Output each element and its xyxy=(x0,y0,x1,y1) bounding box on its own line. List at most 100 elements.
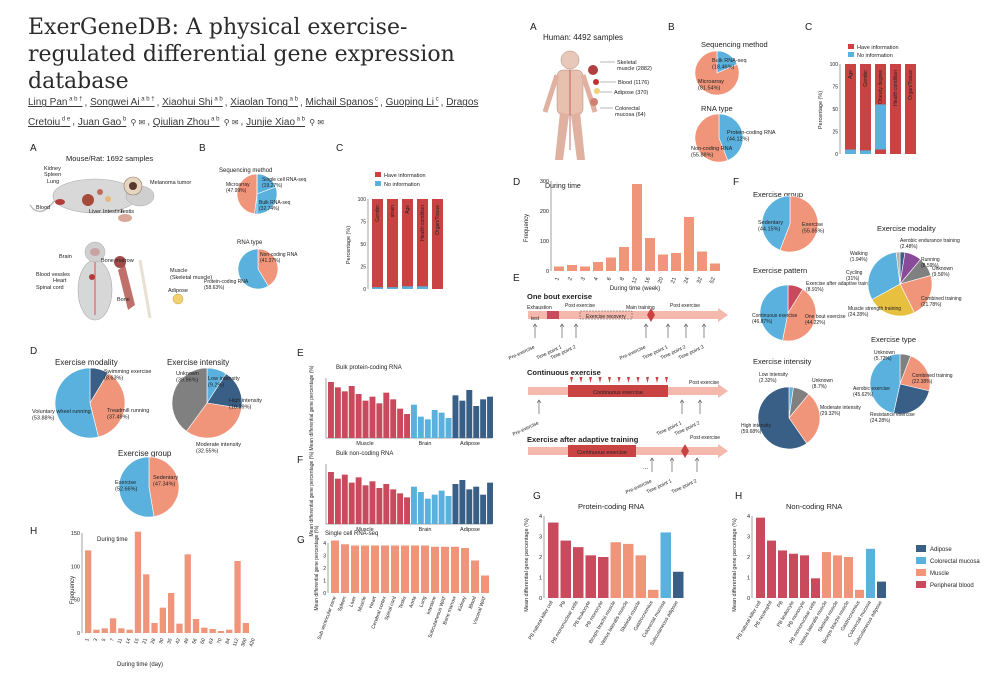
person-mail-icon[interactable]: ⚲ ✉ xyxy=(128,117,146,127)
f-int-mod-label: Moderate intensity xyxy=(820,405,861,411)
g-bar xyxy=(391,545,399,593)
mouse-heart-icon xyxy=(97,189,103,195)
h-cat-label: 11 xyxy=(117,637,124,644)
dense-bar xyxy=(390,399,397,438)
timepoint-label: Time point 2 xyxy=(671,478,699,495)
lbl-main: Main training xyxy=(626,305,655,311)
c-bar-label: Gender xyxy=(375,205,381,222)
rna-noncoding-label: Non-coding RNA xyxy=(260,252,298,258)
f-group-title: Exercise group xyxy=(753,190,803,199)
dense-bar xyxy=(411,486,417,524)
h-cat-label: 60 xyxy=(200,637,208,644)
modality-wheel-label-pct: (53.88%) xyxy=(32,416,54,422)
person-mail-icon[interactable]: ⚲ ✉ xyxy=(307,117,325,127)
big-bar xyxy=(560,540,571,598)
h-cat-label: 15 xyxy=(133,637,141,644)
panel-letter: D xyxy=(30,346,37,357)
f-pat-cont-label-pct: (46.87%) xyxy=(752,319,773,325)
lbl-post-2: Post exercise xyxy=(670,303,700,309)
seq-bulk-label: Bulk RNA-seq xyxy=(259,200,291,206)
big-bar xyxy=(635,555,646,598)
f-type-title: Exercise type xyxy=(871,335,916,344)
dense-bar xyxy=(459,480,466,524)
g-cat-label: Kidney xyxy=(457,595,468,612)
exercise-bout-icon xyxy=(579,377,583,383)
legend-swatch xyxy=(848,44,854,49)
rna-coding-label: Protein-coding RNA xyxy=(204,279,249,285)
author-name[interactable]: Michail Spanos c xyxy=(305,97,379,109)
f-group-ex-label-pct: (55.85%) xyxy=(802,229,824,235)
big-cat-label: PB natural killer cell xyxy=(528,600,555,641)
timepoint-arrow-icon xyxy=(701,323,707,328)
big-bar xyxy=(811,578,820,598)
modality-wheel-label: Voluntary wheel running xyxy=(32,409,91,415)
legend-have-label: Have information xyxy=(384,173,426,179)
dense-bar xyxy=(334,387,341,438)
big-bar xyxy=(623,543,634,598)
r-c-bar-label: Health condition xyxy=(893,70,899,106)
r-d-bar xyxy=(671,253,681,271)
r-microarray-label: Microarray xyxy=(698,79,724,85)
f-mod-unknown-label: Unknown xyxy=(932,266,953,272)
rna-coding-label-pct: (58.63%) xyxy=(204,285,225,291)
lbl-post-1: Post exercise xyxy=(565,303,595,309)
author-name[interactable]: Xiaohui Shi a b xyxy=(162,97,223,109)
f-type-pie-slice xyxy=(899,355,931,392)
f-type-combined-label: Combined training xyxy=(912,373,953,379)
author-name[interactable]: Ling Pan a b † xyxy=(28,97,83,109)
author-name[interactable]: Qiulian Zhou a b xyxy=(152,116,220,128)
person-mail-icon[interactable]: ⚲ ✉ xyxy=(221,117,239,127)
g-cat-label: Spleen xyxy=(337,595,348,612)
author-affiliation: a b xyxy=(295,116,306,123)
f-pat-onebout-label: One bout exercise xyxy=(805,314,846,320)
h-ytick: 150 xyxy=(71,531,80,537)
big-ylabel: Mean differential gene percentage (%) xyxy=(524,518,530,612)
author-name[interactable]: Dragos Cretoiu d e xyxy=(28,97,479,128)
r-d-cat-label: 4 xyxy=(593,277,600,282)
dense-bar xyxy=(438,412,445,438)
author-name[interactable]: Junjie Xiao a b xyxy=(246,116,306,128)
r-d-cat-label: 16 xyxy=(644,277,652,285)
big-ytick: 1 xyxy=(539,576,542,582)
timepoint-arrow-icon xyxy=(573,323,579,328)
author-name[interactable]: Guoping Li c xyxy=(385,97,439,109)
mouse-organ-label: Lung xyxy=(47,179,59,185)
dense-bar xyxy=(424,498,431,524)
r-d-cat-label: 52 xyxy=(709,277,717,285)
h-ylabel: Frequency xyxy=(70,576,76,604)
author-name[interactable]: Juan Gao b xyxy=(77,116,127,128)
lbl-dots: ... xyxy=(643,465,648,471)
author-name[interactable]: Songwei Ai a b † xyxy=(90,97,155,109)
h-cat-label: 14 xyxy=(125,637,133,644)
r-c-bar-noinfo xyxy=(875,104,886,150)
legend-label: Peripheral blood xyxy=(930,583,974,589)
f-pat-cont-label: Continuous exercise xyxy=(752,313,798,319)
dense-bar xyxy=(459,400,466,438)
human-tissue-sub: mucosa (64) xyxy=(615,112,646,118)
r-c-bar-have xyxy=(860,64,871,151)
exercise-bout-icon xyxy=(636,377,640,383)
human-tissue-label: Adipose (370) xyxy=(614,90,648,96)
author-name[interactable]: Xiaolan Tong a b xyxy=(230,97,298,109)
human-head-icon xyxy=(560,50,580,70)
f-pat-adaptive-label: Exercise after adaptive training xyxy=(806,281,875,287)
timepoint-arrow-icon xyxy=(559,323,565,328)
h-title: During time xyxy=(97,537,128,543)
legend-label: Colorectal mucosa xyxy=(930,559,980,565)
dense-bar xyxy=(390,489,397,524)
f-group-pie-slice xyxy=(761,195,791,251)
modality-pie-slice xyxy=(89,372,126,438)
dense-group-label: Adipose xyxy=(460,441,480,447)
big-ytick: 2 xyxy=(747,555,750,561)
r-c-ytick: 25 xyxy=(832,130,838,136)
dense-bar xyxy=(369,481,376,524)
h-right-title: Non-coding RNA xyxy=(786,502,842,511)
lbl-test: test xyxy=(531,316,540,322)
modality-treadmill-label-pct: (37.49%) xyxy=(107,415,129,421)
author-affiliation: a b xyxy=(287,97,298,103)
r-d-cat-label: 3 xyxy=(580,277,587,282)
h-bar xyxy=(168,593,175,633)
mouse-organ-label: Spinal cord xyxy=(36,285,64,291)
int-high-label: High intensity xyxy=(229,398,262,404)
r-d-bar xyxy=(658,254,668,271)
